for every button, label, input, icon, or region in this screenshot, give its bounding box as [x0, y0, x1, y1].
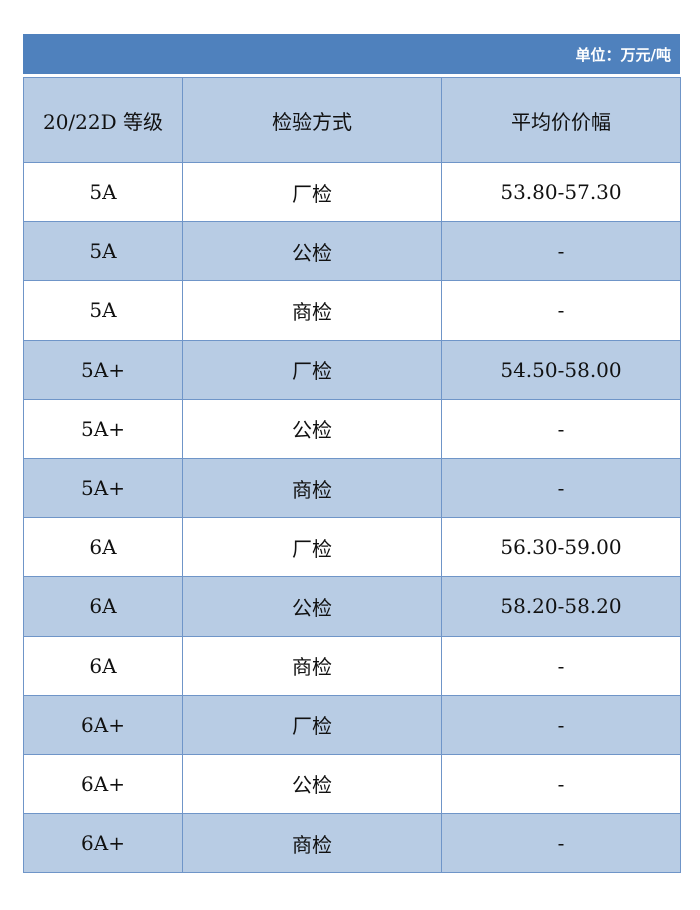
grade-cell: 5A: [23, 221, 183, 282]
table-row: 6A+ 商检 -: [23, 813, 681, 874]
header-inspection-method: 检验方式: [182, 77, 442, 163]
price-range-cell: -: [441, 635, 681, 696]
header-grade: 20/22D 等级: [23, 77, 183, 163]
price-range-cell: -: [441, 694, 681, 755]
price-range-cell: 53.80-57.30: [441, 161, 681, 223]
grade-cell: 5A: [23, 161, 183, 223]
table-row: 6A 公检 58.20-58.20: [23, 576, 681, 637]
inspection-method-cell: 厂检: [182, 339, 442, 400]
price-range-cell: 54.50-58.00: [441, 339, 681, 400]
table-row: 5A 公检 -: [23, 221, 681, 282]
table-row: 5A+ 厂检 54.50-58.00: [23, 339, 681, 400]
inspection-method-cell: 商检: [182, 457, 442, 519]
price-range-cell: -: [441, 221, 681, 282]
inspection-method-cell: 商检: [182, 280, 442, 341]
grade-cell: 6A: [23, 635, 183, 696]
table-row: 6A 厂检 56.30-59.00: [23, 517, 681, 578]
inspection-method-cell: 公检: [182, 576, 442, 637]
table-row: 5A+ 公检 -: [23, 398, 681, 459]
inspection-method-cell: 厂检: [182, 161, 442, 223]
grade-cell: 6A+: [23, 694, 183, 755]
title-bar: 单位：万元/吨: [23, 34, 680, 77]
grade-cell: 5A: [23, 280, 183, 341]
price-range-cell: -: [441, 280, 681, 341]
inspection-method-cell: 商检: [182, 635, 442, 696]
inspection-method-cell: 公检: [182, 753, 442, 815]
table-row: 6A+ 公检 -: [23, 753, 681, 815]
grade-cell: 6A: [23, 576, 183, 637]
grade-cell: 5A+: [23, 339, 183, 400]
price-table: 20/22D 等级 检验方式 平均价价幅 5A 厂检 53.80-57.30 5A 公检…: [23, 77, 681, 874]
price-range-cell: -: [441, 753, 681, 815]
table-row: 5A 商检 -: [23, 280, 681, 341]
inspection-method-cell: 商检: [182, 813, 442, 874]
price-range-cell: -: [441, 457, 681, 519]
unit-label: 单位：万元/吨: [575, 45, 671, 64]
table-row: 5A+ 商检 -: [23, 457, 681, 519]
inspection-method-cell: 公检: [182, 398, 442, 459]
inspection-method-cell: 公检: [182, 221, 442, 282]
grade-cell: 5A+: [23, 398, 183, 459]
price-range-cell: 56.30-59.00: [441, 517, 681, 578]
grade-cell: 5A+: [23, 457, 183, 519]
price-table-container: 单位：万元/吨 20/22D 等级 检验方式 平均价价幅 5A 厂检 53.80-5…: [23, 34, 681, 874]
grade-cell: 6A: [23, 517, 183, 578]
price-range-cell: -: [441, 398, 681, 459]
grade-cell: 6A+: [23, 753, 183, 815]
header-row: 20/22D 等级 检验方式 平均价价幅: [23, 77, 681, 163]
grade-cell: 6A+: [23, 813, 183, 874]
table-row: 6A+ 厂检 -: [23, 694, 681, 755]
header-price-range: 平均价价幅: [441, 77, 681, 163]
price-range-cell: -: [441, 813, 681, 874]
price-range-cell: 58.20-58.20: [441, 576, 681, 637]
inspection-method-cell: 厂检: [182, 517, 442, 578]
inspection-method-cell: 厂检: [182, 694, 442, 755]
table-row: 6A 商检 -: [23, 635, 681, 696]
table-row: 5A 厂检 53.80-57.30: [23, 161, 681, 223]
